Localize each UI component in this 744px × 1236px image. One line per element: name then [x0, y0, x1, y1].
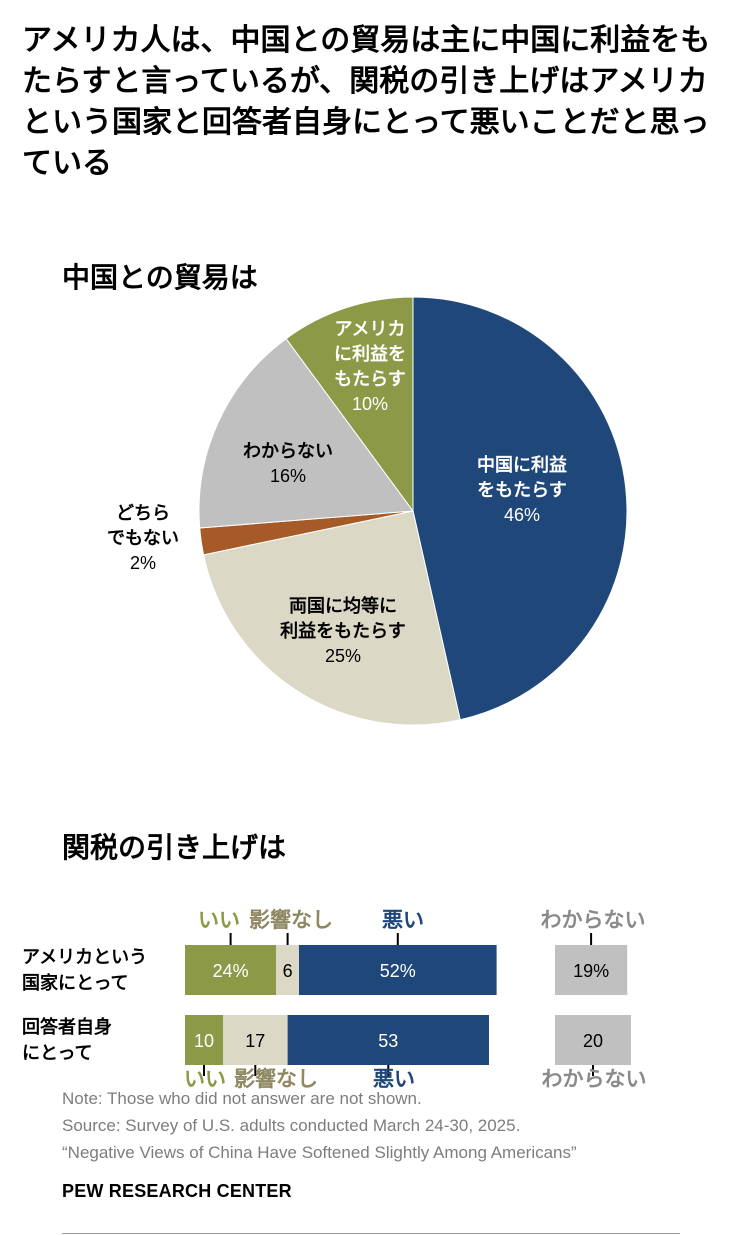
series-label-not-sure: わからない — [542, 1067, 647, 1091]
series-label-no-effect: 影響なし — [234, 1067, 318, 1091]
pie-label-neither: でもない — [107, 528, 179, 549]
pie-label-both-equally: 両国に均等に — [289, 595, 397, 617]
pie-label-not-sure: わからない — [243, 441, 333, 462]
bar-segment-no-effect — [223, 1015, 288, 1065]
pie-slice-china-benefits — [412, 296, 628, 721]
bar-segment-bad — [299, 945, 497, 995]
bar-segment-no-effect — [276, 945, 299, 995]
bar-segment-not-sure — [555, 1015, 631, 1065]
pie-value-china-benefits: 46% — [504, 505, 540, 525]
pie-label-china-benefits: をもたらす — [477, 480, 567, 501]
pie-label-china-benefits: 中国に利益 — [477, 454, 567, 476]
bar-segment-good — [185, 1015, 223, 1065]
bottom-rule — [62, 1233, 680, 1234]
source-text: Source: Survey of U.S. adults conducted … — [62, 1116, 521, 1135]
bar-value-no-effect: 17 — [245, 1031, 265, 1051]
bar-category-label: 国家にとって — [22, 972, 129, 994]
series-label-good: いい — [184, 1067, 226, 1091]
pie-slice-both-equally — [202, 510, 461, 726]
bar-value-good: 24% — [213, 961, 249, 981]
bar-value-not-sure: 19% — [573, 961, 609, 981]
pew-research-center-logo: PEW RESEARCH CENTER — [62, 1181, 292, 1201]
series-label-no-effect: 影響なし — [249, 908, 333, 932]
bar-chart-title: 関税の引き上げは — [62, 831, 287, 864]
series-label-good: いい — [198, 908, 240, 932]
pie-value-us-benefits: 10% — [352, 394, 388, 414]
bar-segment-bad — [287, 1015, 489, 1065]
bar-segment-not-sure — [555, 945, 628, 995]
series-label-not-sure: わからない — [541, 908, 646, 932]
pie-label-both-equally: 利益をもたらす — [280, 620, 406, 642]
pie-value-not-sure: 16% — [270, 466, 306, 486]
bar-category-label: 回答者自身 — [22, 1016, 112, 1038]
note-text: Note: Those who did not answer are not s… — [62, 1089, 422, 1108]
pie-slice-not-sure — [198, 337, 414, 529]
pie-value-both-equally: 25% — [325, 646, 361, 666]
pie-value-neither: 2% — [130, 553, 156, 573]
bar-value-not-sure: 20 — [583, 1031, 603, 1051]
pie-label-us-benefits: もたらす — [334, 369, 406, 390]
pie-label-us-benefits: アメリカ — [334, 319, 405, 340]
series-label-bad: 悪い — [373, 1067, 415, 1091]
pie-label-neither: どちら — [116, 503, 170, 524]
bar-value-no-effect: 6 — [283, 961, 293, 981]
report-title-text: “Negative Views of China Have Softened S… — [62, 1143, 577, 1162]
pie-label-us-benefits: に利益を — [334, 343, 406, 365]
bar-value-bad: 52% — [380, 961, 416, 981]
bar-value-bad: 53 — [378, 1031, 398, 1051]
bar-value-good: 10 — [194, 1031, 214, 1051]
bar-segment-good — [185, 945, 277, 995]
pie-slice-us-benefits — [285, 296, 414, 513]
chart-title: アメリカ人は、中国との貿易は主に中国に利益をもたらすと言っているが、関税の引き上… — [22, 23, 711, 181]
series-label-bad: 悪い — [382, 908, 424, 932]
pie-chart-title: 中国との貿易は — [62, 261, 258, 294]
bar-category-label: アメリカという — [22, 947, 147, 968]
bar-category-label: にとって — [22, 1043, 93, 1064]
